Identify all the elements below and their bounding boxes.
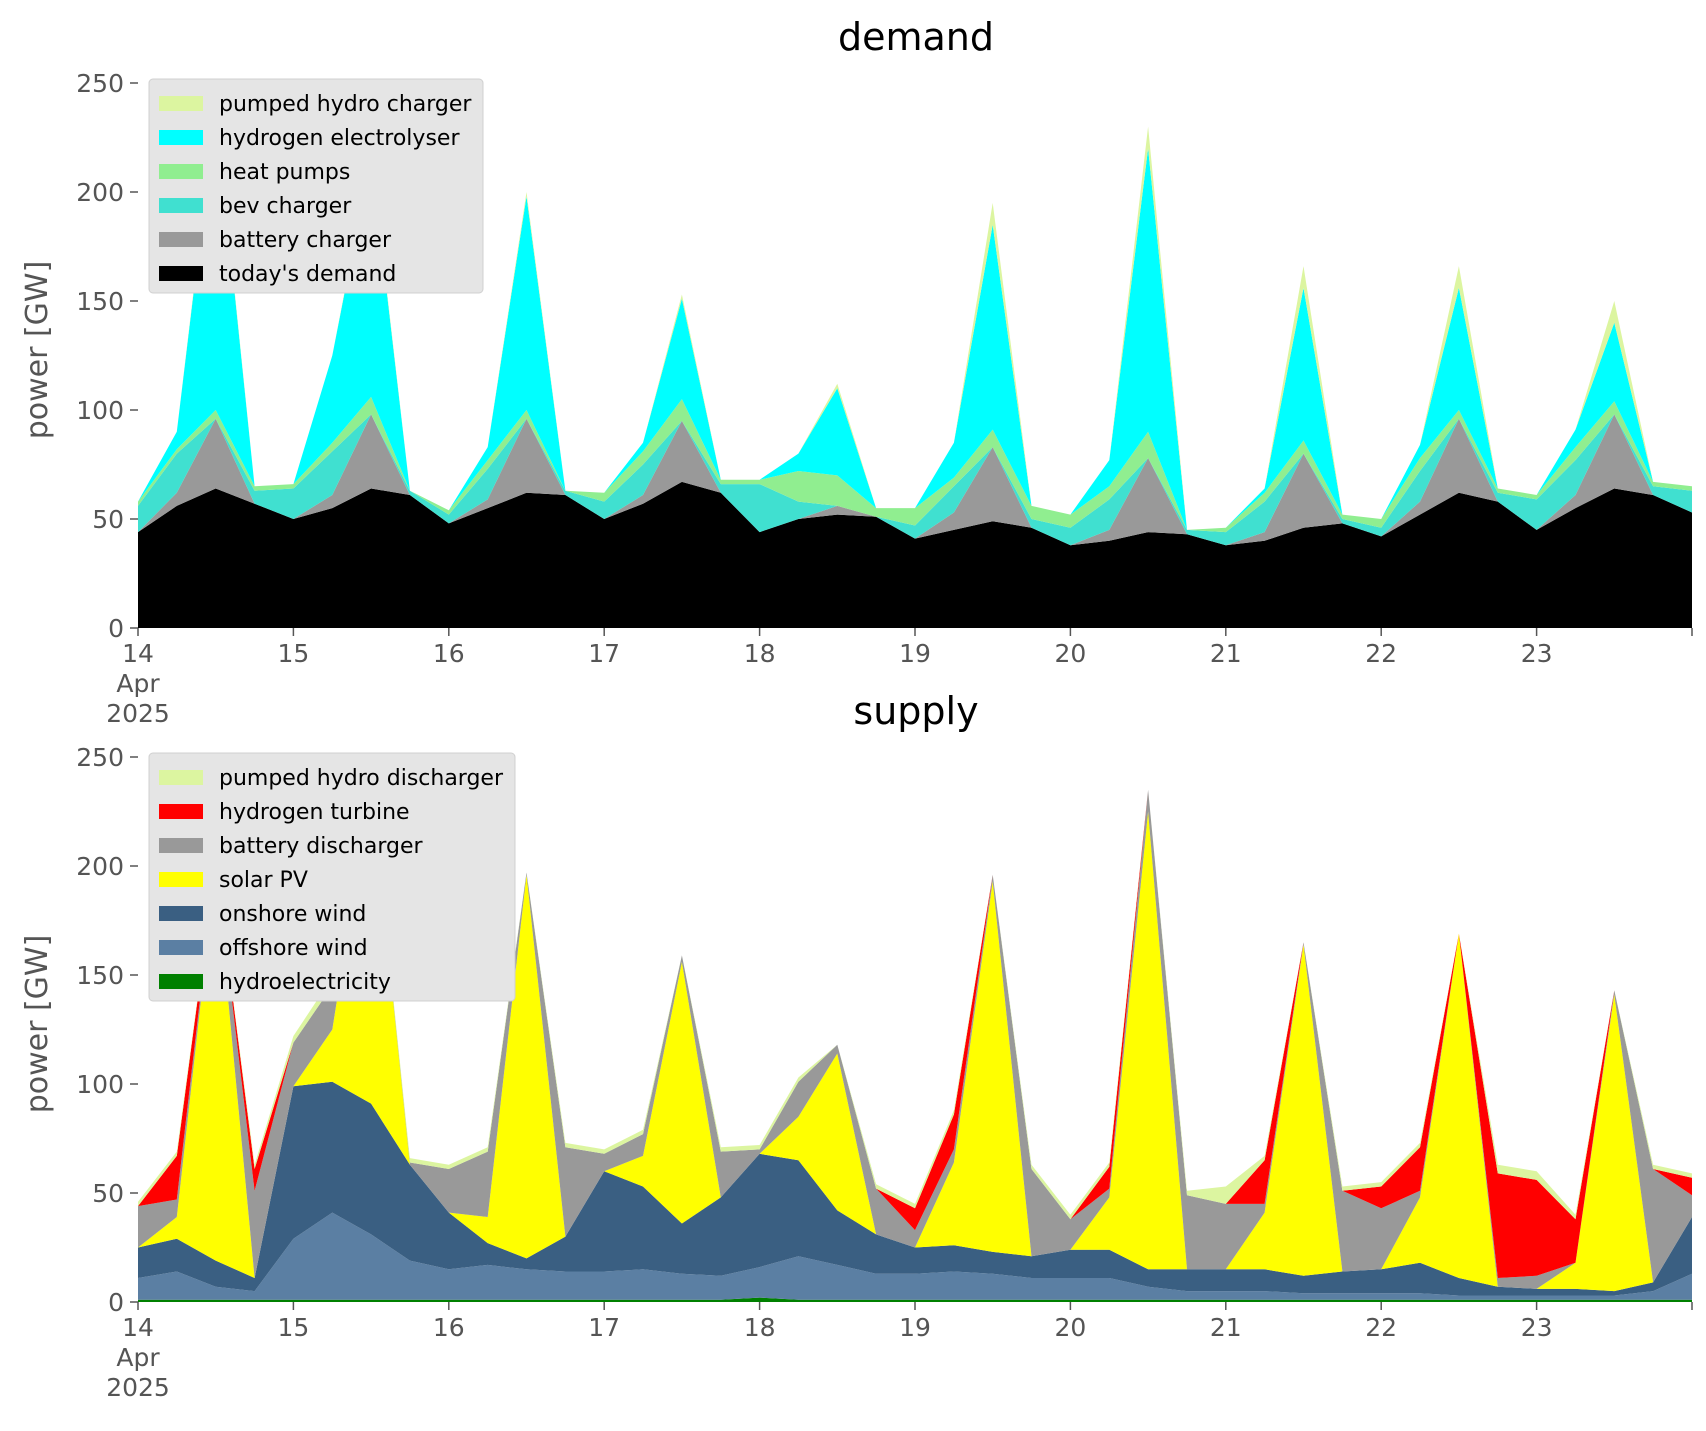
demand-xtick-label: Apr: [116, 669, 160, 698]
supply-xtick-label: 17: [588, 1313, 620, 1342]
demand-ylabel: power [GW]: [20, 261, 55, 440]
supply-legend-label-hydrogen-turbine: hydrogen turbine: [219, 800, 410, 825]
supply-legend-swatch-solar-pv: [159, 872, 203, 887]
demand-ytick-label: 100: [76, 396, 124, 425]
supply-xtick-label: 22: [1365, 1313, 1397, 1342]
demand-ytick-label: 0: [108, 614, 124, 643]
demand-area-battery-charger: [138, 414, 1692, 546]
demand-xtick-label: 17: [588, 639, 620, 668]
supply-xtick-label: Apr: [116, 1343, 160, 1372]
demand-ytick-label: 200: [76, 178, 124, 207]
supply-area-onshore-wind: [138, 1081, 1692, 1296]
demand-ytick-label: 250: [76, 69, 124, 98]
demand-legend-label-pumped-hydro-charger: pumped hydro charger: [219, 92, 472, 117]
supply-ytick-label: 0: [108, 1288, 124, 1317]
supply-xtick-label: 21: [1210, 1313, 1242, 1342]
supply-xtick-label: 23: [1521, 1313, 1553, 1342]
supply-legend-label-solar-pv: solar PV: [219, 868, 308, 893]
demand-panel: demand power [GW] 05010015020025014Apr20…: [20, 15, 1693, 728]
supply-legend-label-onshore-wind: onshore wind: [219, 902, 366, 927]
demand-xtick-label: 21: [1210, 639, 1242, 668]
supply-legend-swatch-onshore-wind: [159, 906, 203, 921]
supply-legend-label-offshore-wind: offshore wind: [219, 936, 368, 961]
demand-legend-box: [148, 78, 484, 294]
demand-title: demand: [838, 15, 994, 59]
supply-legend-swatch-hydroelectricity: [159, 974, 203, 989]
supply-legend: pumped hydro discharger hydrogen turbine b…: [148, 752, 516, 1002]
supply-area-offshore-wind: [138, 1212, 1692, 1300]
supply-areas: [138, 783, 1692, 1302]
supply-legend-label-battery-discharger: battery discharger: [219, 834, 424, 859]
demand-legend-swatch-today-s-demand: [159, 266, 203, 281]
demand-legend-swatch-bev-charger: [159, 198, 203, 213]
demand-xtick-label: 14: [122, 639, 154, 668]
demand-legend: pumped hydro charger hydrogen electrolyse…: [148, 78, 484, 294]
supply-xtick-label: 14: [122, 1313, 154, 1342]
demand-xtick-label: 22: [1365, 639, 1397, 668]
demand-legend-swatch-pumped-hydro-charger: [159, 96, 203, 111]
supply-legend-swatch-battery-discharger: [159, 838, 203, 853]
supply-area-pumped-hydro-discharger: [138, 783, 1692, 1220]
supply-legend-swatch-offshore-wind: [159, 940, 203, 955]
supply-legend-label-pumped-hydro-discharger: pumped hydro discharger: [219, 766, 504, 791]
demand-legend-label-bev-charger: bev charger: [219, 194, 352, 219]
supply-legend-swatch-pumped-hydro-discharger: [159, 770, 203, 785]
supply-xtick-label: 16: [433, 1313, 465, 1342]
demand-legend-label-today-s-demand: today's demand: [219, 262, 396, 287]
demand-legend-swatch-heat-pumps: [159, 164, 203, 179]
supply-xtick-label: 2025: [106, 1373, 170, 1402]
demand-xtick-label: 2025: [106, 699, 170, 728]
demand-legend-label-battery-charger: battery charger: [219, 228, 392, 253]
demand-areas: [138, 104, 1692, 628]
demand-xtick-label: 19: [899, 639, 931, 668]
demand-ytick-label: 50: [92, 505, 124, 534]
demand-legend-swatch-hydrogen-electrolyser: [159, 130, 203, 145]
demand-legend-label-hydrogen-electrolyser: hydrogen electrolyser: [219, 126, 460, 151]
demand-legend-swatch-battery-charger: [159, 232, 203, 247]
supply-ytick-label: 200: [76, 852, 124, 881]
demand-xtick-label: 15: [277, 639, 309, 668]
supply-xtick-label: 20: [1054, 1313, 1086, 1342]
supply-ytick-label: 250: [76, 743, 124, 772]
demand-ytick-label: 150: [76, 287, 124, 316]
demand-xtick-label: 18: [744, 639, 776, 668]
demand-area-hydrogen-electrolyser: [138, 109, 1692, 530]
supply-legend-swatch-hydrogen-turbine: [159, 804, 203, 819]
supply-ytick-label: 150: [76, 961, 124, 990]
demand-xtick-label: 20: [1054, 639, 1086, 668]
demand-area-today-s-demand: [138, 481, 1692, 628]
supply-area-solar-pv: [138, 785, 1692, 1292]
supply-xtick-label: 18: [744, 1313, 776, 1342]
supply-area-hydrogen-turbine: [138, 783, 1692, 1278]
supply-xtick-label: 15: [277, 1313, 309, 1342]
demand-xtick-label: 16: [433, 639, 465, 668]
supply-title: supply: [853, 689, 978, 733]
demand-xtick-label: 23: [1521, 639, 1553, 668]
supply-ylabel: power [GW]: [20, 935, 55, 1114]
supply-legend-box: [148, 752, 516, 1002]
supply-ytick-label: 50: [92, 1179, 124, 1208]
supply-xtick-label: 19: [899, 1313, 931, 1342]
demand-legend-label-heat-pumps: heat pumps: [219, 160, 350, 185]
supply-ytick-label: 100: [76, 1070, 124, 1099]
supply-legend-label-hydroelectricity: hydroelectricity: [219, 970, 391, 995]
supply-panel: supply power [GW] 05010015020025014Apr20…: [20, 689, 1693, 1402]
